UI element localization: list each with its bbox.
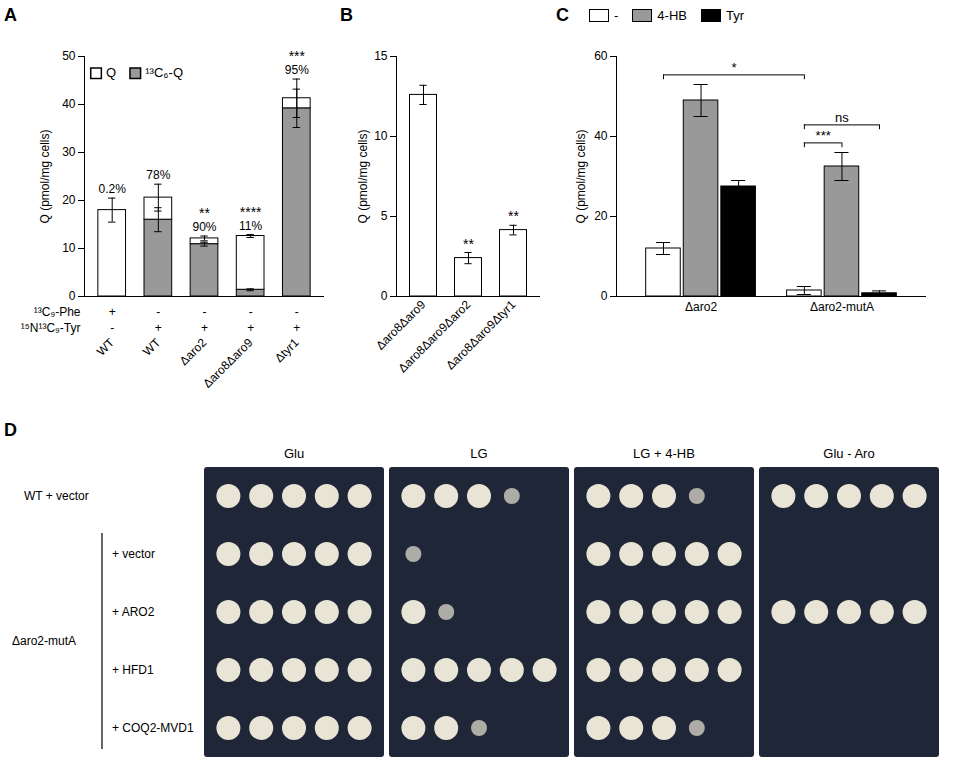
svg-text:Δaro2-mutA: Δaro2-mutA [12,634,76,648]
svg-text:40: 40 [594,129,608,143]
svg-text:15: 15 [374,49,388,63]
svg-text:11%: 11% [239,219,262,233]
svg-text:Δaro8Δaro9: Δaro8Δaro9 [373,297,429,353]
svg-text:+ COQ2-MVD1: + COQ2-MVD1 [112,721,194,735]
svg-text:¹³C₆-Q: ¹³C₆-Q [145,65,183,80]
svg-text:-: - [249,305,253,319]
svg-text:30: 30 [62,145,76,159]
svg-text:-: - [110,321,114,335]
svg-text:**: ** [508,208,519,224]
html-text:4-HB: 4-HB [657,7,687,23]
svg-text:¹³C₉-Phe: ¹³C₉-Phe [34,305,81,319]
svg-text:0: 0 [381,289,388,303]
svg-text:+: + [155,321,162,335]
svg-text:0: 0 [601,289,608,303]
svg-text:-: - [203,305,207,319]
svg-text:***: *** [816,128,831,143]
svg-text:0.2%: 0.2% [99,182,127,196]
svg-text:ns: ns [835,110,849,125]
svg-text:5: 5 [381,209,388,223]
svg-text:Δaro2: Δaro2 [177,335,210,368]
svg-text:LG: LG [470,446,487,461]
svg-text:Δaro8Δaro9Δaro2: Δaro8Δaro9Δaro2 [395,297,474,376]
svg-text:-: - [295,305,299,319]
svg-text:Q (pmol/mg cells): Q (pmol/mg cells) [38,129,52,223]
svg-text:WT + vector: WT + vector [24,489,89,503]
svg-text:60: 60 [594,49,608,63]
html-text:Tyr: Tyr [726,7,744,23]
svg-text:+ vector: + vector [112,547,155,561]
svg-text:10: 10 [374,129,388,143]
svg-text:Glu: Glu [284,446,304,461]
svg-text:50: 50 [62,49,76,63]
svg-text:Δaro2: Δaro2 [685,300,717,314]
html-text:A: A [4,4,17,25]
html-text:C: C [556,4,569,25]
svg-text:95%: 95% [285,63,309,77]
svg-text:0: 0 [69,289,76,303]
svg-text:WT: WT [140,335,164,359]
svg-text:**: ** [199,205,210,221]
svg-text:+: + [247,321,254,335]
svg-text:Δtyr1: Δtyr1 [272,335,302,365]
svg-text:*: * [731,60,736,75]
svg-text:**: ** [463,236,474,252]
svg-text:-: - [156,305,160,319]
html-text:D: D [4,419,17,440]
svg-text:Glu - Aro: Glu - Aro [823,446,874,461]
svg-text:Q (pmol/mg cells): Q (pmol/mg cells) [356,129,370,223]
svg-text:90%: 90% [192,220,216,234]
svg-text:20: 20 [594,209,608,223]
svg-text:20: 20 [62,193,76,207]
svg-text:Δaro8Δaro9: Δaro8Δaro9 [200,335,255,390]
svg-text:***: *** [289,48,306,64]
svg-text:¹⁵N¹³C₉-Tyr: ¹⁵N¹³C₉-Tyr [21,321,81,335]
svg-text:LG + 4-HB: LG + 4-HB [633,446,695,461]
svg-text:+ HFD1: + HFD1 [112,663,154,677]
svg-text:Q: Q [106,65,116,80]
svg-text:WT: WT [94,335,118,359]
svg-text:+: + [109,305,116,319]
svg-text:+: + [293,321,300,335]
svg-text:Δaro8Δaro9Δtyr1: Δaro8Δaro9Δtyr1 [443,297,518,372]
html-text:B: B [340,4,353,25]
svg-text:+ ARO2: + ARO2 [112,605,155,619]
svg-text:****: **** [240,204,262,220]
svg-text:78%: 78% [146,168,170,182]
svg-text:Δaro2-mutA: Δaro2-mutA [810,300,874,314]
svg-text:10: 10 [62,241,76,255]
svg-text:Q (pmol/mg cells): Q (pmol/mg cells) [574,129,588,223]
svg-text:+: + [201,321,208,335]
svg-text:40: 40 [62,97,76,111]
